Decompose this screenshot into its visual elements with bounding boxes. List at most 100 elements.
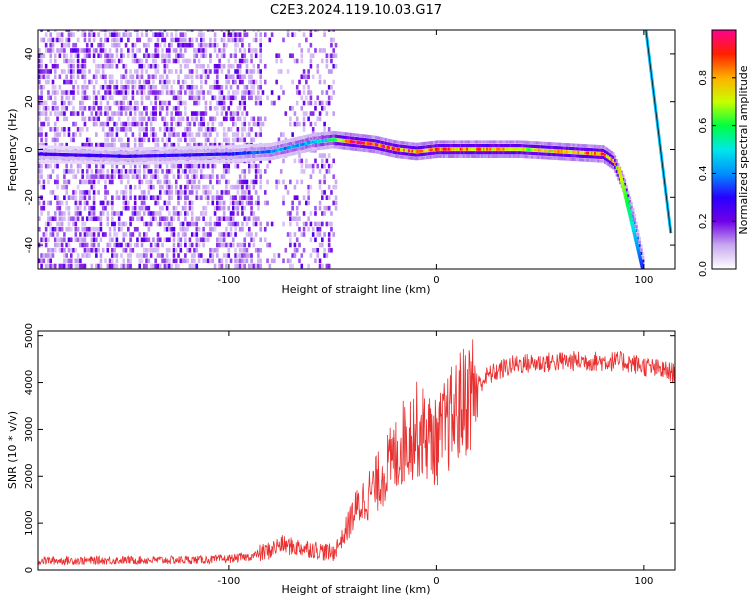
- spectrogram-cell: [302, 84, 306, 90]
- spectrogram-cell: [209, 221, 212, 227]
- ridge-cell: [66, 160, 69, 164]
- ridge-cell: [640, 251, 643, 255]
- ridge-cell: [501, 140, 504, 144]
- ridge-cell: [263, 153, 266, 158]
- spectrogram-cell: [213, 221, 217, 227]
- spectrogram-cell: [318, 153, 322, 158]
- ridge-cell: [41, 159, 44, 163]
- ridge-cell: [247, 144, 250, 148]
- spectrogram-cell: [236, 32, 240, 37]
- spectrogram-cell: [220, 205, 224, 211]
- spectrogram-cell: [232, 95, 235, 101]
- spectrogram-cell: [193, 169, 196, 174]
- ridge-cell: [174, 150, 177, 154]
- spectrogram-cell: [65, 95, 68, 101]
- ridge-cell: [117, 147, 120, 151]
- ridge-cell: [622, 177, 625, 182]
- ridge-cell: [286, 149, 290, 153]
- spectrogram-cell: [202, 258, 205, 264]
- ridge-cell: [462, 154, 466, 158]
- ridge-cell: [333, 134, 336, 138]
- ridge-cell: [446, 151, 449, 155]
- spectrogram-cell: [67, 205, 71, 211]
- spectrogram-cell: [232, 90, 235, 95]
- spectrogram-cell: [115, 132, 119, 137]
- ridge-cell: [323, 131, 326, 136]
- spectrogram-cell: [259, 221, 262, 227]
- ridge-cell: [423, 152, 426, 156]
- ridge-cell: [278, 155, 281, 159]
- spectrogram-cell: [127, 137, 130, 143]
- spectrogram-cell: [172, 237, 176, 243]
- spectrogram-cell: [206, 195, 210, 200]
- spectrogram-cell: [245, 63, 249, 69]
- spectrogram-cell: [142, 63, 146, 69]
- spectrogram-cell: [83, 84, 87, 90]
- spectrogram-cell: [76, 205, 80, 211]
- ridge-cell: [393, 150, 396, 154]
- spectrogram-cell: [117, 174, 121, 179]
- spectrogram-cell: [83, 205, 87, 211]
- ridge-cell: [418, 149, 421, 153]
- spectrogram-cell: [307, 200, 310, 206]
- spectrogram-cell: [140, 190, 144, 195]
- ridge-cell: [389, 153, 393, 157]
- ridge-cell: [155, 157, 159, 161]
- ridge-cell: [252, 154, 255, 158]
- spectrogram-cell: [170, 37, 173, 43]
- spectrogram-cell: [124, 169, 128, 174]
- spectrogram-cell: [127, 179, 130, 185]
- ridge-cell: [489, 140, 492, 144]
- spectrogram-cell: [63, 232, 66, 237]
- ridge-cell: [632, 211, 635, 215]
- ridge-cell: [540, 156, 544, 160]
- spectrogram-cell: [170, 232, 173, 237]
- spectrogram-cell: [318, 221, 322, 227]
- spectrogram-cell: [165, 53, 169, 59]
- ridge-cell: [401, 144, 404, 148]
- ridge-cell: [577, 150, 580, 155]
- colorbar-tick-label: 0.8: [698, 70, 709, 86]
- spectrogram-cell: [65, 106, 68, 111]
- spectrogram-cell: [197, 258, 201, 264]
- ridge-cell: [389, 150, 393, 154]
- ridge-cell: [391, 153, 394, 158]
- spectrogram-cell: [158, 42, 162, 48]
- spectrogram-cell: [238, 258, 242, 264]
- spectrogram-cell: [79, 205, 82, 211]
- ridge-cell: [486, 140, 489, 144]
- spectrogram-cell: [204, 48, 208, 53]
- spectrogram-cell: [300, 74, 304, 80]
- spectrogram-cell: [330, 42, 333, 48]
- ridge-cell: [127, 154, 130, 158]
- ridge-cell: [119, 161, 122, 165]
- ridge-cell: [106, 147, 109, 151]
- ridge-cell: [202, 145, 205, 150]
- spectrogram-cell: [190, 200, 194, 206]
- spectrogram-cell: [127, 30, 130, 32]
- ridge-cell: [159, 153, 162, 158]
- spectrogram-cell: [97, 242, 100, 248]
- ridge-cell: [218, 149, 222, 153]
- ridge-cell: [237, 144, 240, 148]
- ridge-cell: [107, 157, 110, 162]
- ridge-cell: [640, 244, 643, 248]
- spectrogram-cell: [152, 137, 155, 143]
- spectrogram-cell: [206, 121, 210, 127]
- spectrogram-cell: [252, 121, 256, 127]
- spectrogram-cell: [124, 95, 128, 101]
- spectrogram-cell: [92, 100, 96, 106]
- ridge-cell: [524, 155, 527, 159]
- spectrogram-cell: [270, 100, 274, 106]
- ridge-cell: [305, 134, 308, 138]
- spectrogram-cell: [156, 232, 160, 237]
- spectrogram-cell: [83, 69, 87, 74]
- spectrogram-cell: [111, 37, 114, 43]
- spectrogram-cell: [104, 84, 107, 90]
- ridge-cell: [381, 137, 384, 141]
- spectrogram-cell: [177, 58, 180, 64]
- spectrogram-cell: [111, 42, 114, 48]
- ridge-cell: [150, 161, 154, 165]
- spectrogram-cell: [49, 37, 53, 43]
- ridge-cell: [240, 158, 243, 163]
